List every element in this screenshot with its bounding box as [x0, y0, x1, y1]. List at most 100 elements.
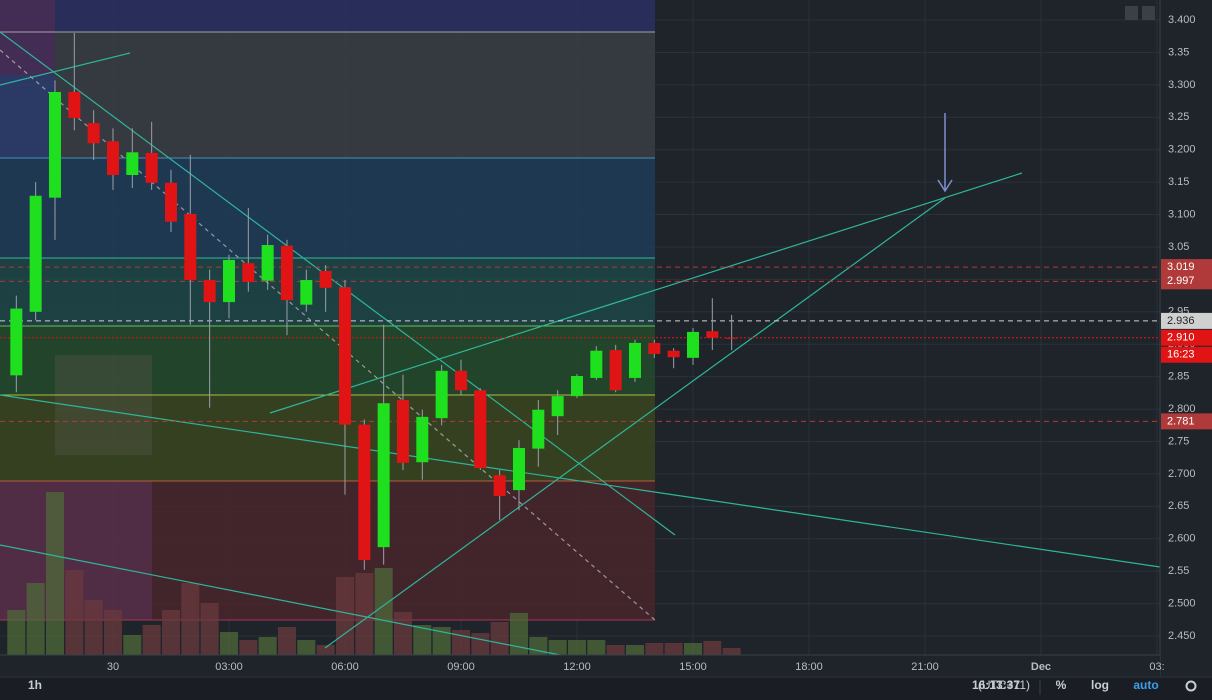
timeframe[interactable]: 1h: [28, 678, 42, 692]
axes: 2.450 2.500 2.55 2.600 2.65 2.700 2.75 2.800 2.8…: [107, 14, 1212, 673]
volume-bar: [567, 640, 586, 655]
zone: [0, 258, 655, 326]
y-tick-label: 2.75: [1168, 435, 1189, 447]
x-tick-label: 03:: [1149, 661, 1164, 673]
trend-line: [0, 31, 676, 536]
x-tick-label: 09:00: [447, 661, 475, 673]
x-tick-label: 06:00: [331, 661, 359, 673]
volume-bar: [703, 641, 722, 655]
candle-body: [609, 350, 622, 391]
candle-body: [184, 213, 197, 281]
candle-body: [222, 259, 235, 303]
y-tick-label: 3.100: [1168, 208, 1196, 220]
y-tick-label: 2.85: [1168, 371, 1189, 383]
auto-button[interactable]: auto: [1133, 678, 1158, 692]
candle-body: [145, 152, 158, 183]
x-tick-label: 30: [107, 661, 119, 673]
arrow-head: [937, 179, 953, 193]
price-label-box: [1161, 259, 1212, 276]
y-tick-label: 3.300: [1168, 79, 1196, 91]
settings-button[interactable]: [1185, 680, 1197, 692]
trend-line: [0, 394, 1161, 568]
candle-body: [164, 182, 177, 222]
time-axis: [0, 655, 1160, 677]
volume-bar: [335, 577, 354, 655]
volume-bar: [355, 573, 374, 655]
candle-body: [319, 270, 332, 288]
candle-body: [551, 396, 564, 417]
y-tick-label: 3.200: [1168, 144, 1196, 156]
volume-bar: [374, 568, 393, 655]
percent-button[interactable]: %: [1056, 678, 1067, 692]
volume-bar: [45, 492, 64, 655]
candle-body: [48, 92, 61, 198]
trend-lines: [0, 31, 1161, 656]
volume-bar: [26, 583, 45, 655]
volume-bar: [664, 643, 683, 655]
candle-body: [532, 409, 545, 449]
zone: [55, 0, 655, 32]
price-lines: [0, 266, 1160, 422]
x-tick-label: 12:00: [563, 661, 591, 673]
candle-body: [203, 280, 216, 303]
volume-bar: [181, 583, 200, 655]
scroll-up-button[interactable]: [1125, 6, 1138, 20]
y-tick-label: 3.05: [1168, 241, 1189, 253]
candle-body: [512, 447, 525, 491]
clock: 16:13:37: [972, 678, 1020, 692]
y-tick-label: 2.600: [1168, 533, 1196, 545]
volume-bar: [529, 637, 548, 655]
y-tick-label: 2.55: [1168, 565, 1189, 577]
volume-bar: [142, 625, 161, 655]
x-tick-label: 15:00: [679, 661, 707, 673]
candle-body: [300, 280, 313, 305]
volume-bar: [84, 600, 103, 655]
countdown-box: [1161, 346, 1212, 363]
volume-bar: [432, 627, 451, 655]
candle-body: [106, 141, 119, 175]
volume-bar: [200, 603, 219, 655]
volume-bar: [239, 640, 258, 655]
candle-body: [87, 123, 100, 144]
y-tick-label: 2.65: [1168, 500, 1189, 512]
candle-body: [590, 350, 603, 378]
scroll-down-button[interactable]: [1142, 6, 1155, 20]
y-tick-label: 3.35: [1168, 46, 1189, 58]
y-tick-label: 2.500: [1168, 597, 1196, 609]
price-label-box: [1161, 329, 1212, 346]
candle-body: [338, 287, 351, 425]
volume-layer: [7, 492, 741, 655]
volume-bar: [258, 637, 277, 655]
y-tick-label: 3.15: [1168, 176, 1189, 188]
x-tick-label: 03:00: [215, 661, 243, 673]
candle-body: [416, 416, 429, 463]
volume-bar: [490, 622, 509, 655]
volume-bar: [219, 632, 238, 655]
price-label: 3.019: [1167, 261, 1195, 273]
countdown: 16:23: [1167, 349, 1195, 361]
log-button[interactable]: log: [1091, 678, 1109, 692]
volume-bar: [625, 645, 644, 655]
candle-body: [570, 375, 583, 397]
timezone[interactable]: (UTC+11): [978, 678, 1030, 692]
volume-bar: [548, 640, 567, 655]
zone: [55, 32, 655, 158]
candle-body: [474, 390, 487, 469]
candle-body: [126, 152, 139, 175]
zone: [0, 75, 55, 158]
volume-bar: [683, 643, 702, 655]
candle-body: [686, 331, 699, 358]
volume-bar: [316, 645, 335, 655]
volume-bar: [103, 610, 122, 655]
candle-body: [667, 350, 680, 358]
volume-bar: [606, 645, 625, 655]
trend-line: [0, 544, 561, 656]
volume-bar: [471, 633, 490, 655]
volume-bar: [722, 648, 741, 655]
volume-bar: [645, 643, 664, 655]
y-tick-label: 2.800: [1168, 403, 1196, 415]
trend-line: [269, 172, 1023, 414]
volume-bar: [123, 635, 142, 655]
candle-body: [358, 424, 371, 561]
